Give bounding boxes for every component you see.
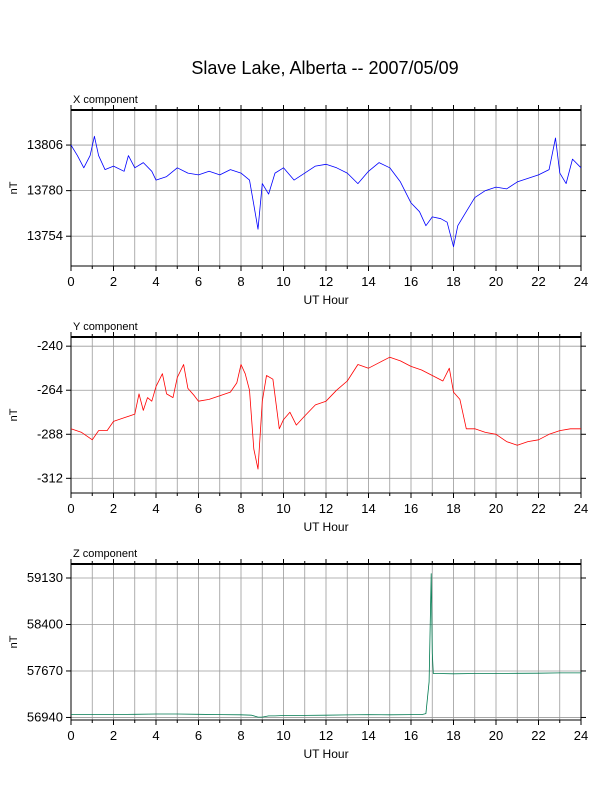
panel-3-series-line — [71, 573, 581, 718]
panel-2-xtick-label: 2 — [110, 501, 117, 516]
panel-1-xtick-label: 20 — [489, 274, 503, 289]
panel-1-ytick-label: 13806 — [27, 137, 63, 152]
panel-2-ytick-label: -288 — [37, 426, 63, 441]
panel-2-ylabel: nT — [8, 408, 20, 421]
panel-2-xtick-label: 18 — [446, 501, 460, 516]
panel-3-xtick-label: 10 — [276, 728, 290, 743]
panel-1-xtick-label: 4 — [152, 274, 159, 289]
panel-3-ylabel: nT — [8, 635, 20, 648]
panel-1-ytick-label: 13780 — [27, 183, 63, 198]
panel-2-ytick-label: -264 — [37, 382, 63, 397]
panel-2-xtick-label: 24 — [574, 501, 588, 516]
panel-2-xtick-label: 14 — [361, 501, 375, 516]
panel-3-xtick-label: 4 — [152, 728, 159, 743]
panel-1-xtick-label: 22 — [531, 274, 545, 289]
panel-3-xtick-label: 6 — [195, 728, 202, 743]
panel-3-xtick-label: 22 — [531, 728, 545, 743]
panel-2-xtick-label: 12 — [319, 501, 333, 516]
panel-1-ytick-label: 13754 — [27, 228, 63, 243]
panel-3-xtick-label: 14 — [361, 728, 375, 743]
panel-2-ytick-label: -240 — [37, 338, 63, 353]
panel-1-ylabel: nT — [8, 181, 20, 194]
panel-1-xtick-label: 0 — [67, 274, 74, 289]
panel-3-title: Z component — [73, 548, 137, 560]
panel-1-xtick-label: 2 — [110, 274, 117, 289]
panel-1-xtick-label: 6 — [195, 274, 202, 289]
panel-1-xtick-label: 8 — [237, 274, 244, 289]
panel-3-ytick-label: 57670 — [27, 663, 63, 678]
panel-1-xtick-label: 12 — [319, 274, 333, 289]
panel-1-xtick-label: 10 — [276, 274, 290, 289]
panel-2-xtick-label: 20 — [489, 501, 503, 516]
panel-2-xtick-label: 22 — [531, 501, 545, 516]
panel-1-series-line — [70, 135, 582, 248]
panel-1-xlabel: UT Hour — [303, 293, 348, 307]
panel-2-xlabel: UT Hour — [303, 520, 348, 534]
panel-1-title: X component — [73, 94, 138, 106]
panel-2-series-line — [70, 356, 581, 470]
panel-3-xtick-label: 24 — [574, 728, 588, 743]
panel-2-xtick-label: 0 — [67, 501, 74, 516]
panel-2-xtick-label: 10 — [276, 501, 290, 516]
panel-3-xtick-label: 8 — [237, 728, 244, 743]
panel-1-xtick-label: 16 — [404, 274, 418, 289]
panel-2-xtick-label: 8 — [237, 501, 244, 516]
panel-3-ytick-label: 59130 — [27, 570, 63, 585]
panel-1-xtick-label: 14 — [361, 274, 375, 289]
panel-2-xtick-label: 6 — [195, 501, 202, 516]
panel-3-xtick-label: 2 — [110, 728, 117, 743]
panel-3-ytick-label: 58400 — [27, 616, 63, 631]
panel-3-xtick-label: 18 — [446, 728, 460, 743]
panel-3-xtick-label: 12 — [319, 728, 333, 743]
panel-3-xlabel: UT Hour — [303, 747, 348, 761]
panel-1-xtick-label: 18 — [446, 274, 460, 289]
panel-2-title: Y component — [73, 321, 138, 333]
page-title: Slave Lake, Alberta -- 2007/05/09 — [191, 58, 459, 78]
panel-2-ytick-label: -312 — [37, 470, 63, 485]
panel-3-xtick-label: 0 — [67, 728, 74, 743]
panel-1-xtick-label: 24 — [574, 274, 588, 289]
panel-3-xtick-label: 16 — [404, 728, 418, 743]
panel-3-xtick-label: 20 — [489, 728, 503, 743]
panel-3-ytick-label: 56940 — [27, 709, 63, 724]
panel-2-xtick-label: 4 — [152, 501, 159, 516]
panel-2-xtick-label: 16 — [404, 501, 418, 516]
